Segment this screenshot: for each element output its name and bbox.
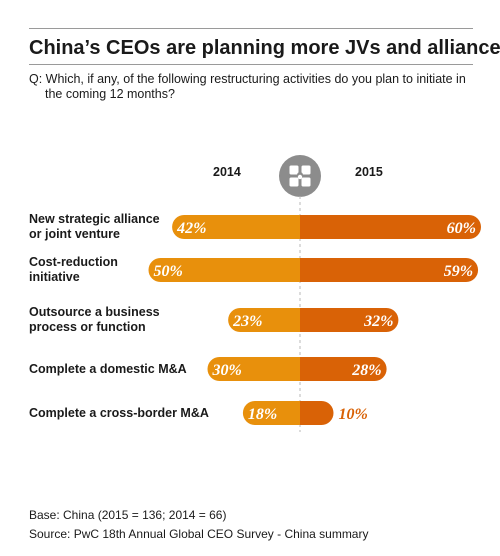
value-label-2015: 60%: [447, 220, 476, 237]
puzzle-handshake-icon: [279, 155, 321, 197]
bar-2015: [300, 357, 387, 381]
category-label-line: or joint venture: [29, 227, 120, 241]
value-label-2014: 18%: [248, 406, 277, 423]
legend-2015: 2015: [355, 165, 383, 179]
bar-2014: [242, 401, 300, 425]
category-label: Complete a cross-border M&A: [29, 406, 209, 421]
category-label-line: Outsource a business: [29, 305, 160, 319]
footer-base: Base: China (2015 = 136; 2014 = 66): [29, 508, 227, 522]
category-label: Outsource a business process or function: [29, 305, 160, 335]
logo-knob-inner: [297, 174, 303, 180]
category-label-line: initiative: [29, 270, 80, 284]
legend-2014: 2014: [213, 165, 241, 179]
bar-2014: [172, 215, 300, 239]
logo-piece: [288, 176, 300, 188]
category-label: New strategic alliance or joint venture: [29, 212, 160, 242]
category-label-line: Complete a cross-border M&A: [29, 405, 209, 420]
category-label-line: Cost-reduction: [29, 255, 118, 269]
bar-2015: [300, 258, 479, 282]
value-label-2014: 30%: [212, 362, 242, 379]
value-label-2014: 23%: [232, 313, 262, 330]
value-label-2015: 59%: [444, 263, 473, 280]
value-label-2014: 42%: [176, 220, 206, 237]
survey-question: Q: Which, if any, of the following restr…: [29, 72, 466, 101]
value-label-2015: 28%: [351, 362, 381, 379]
bar-2015: [300, 401, 334, 425]
category-label-line: process or function: [29, 320, 146, 334]
bar-group: 42% 60% 50% 59% 23% 32% 30% 28% 18% 10%: [148, 215, 481, 425]
title-rule: [29, 64, 473, 65]
category-label: Complete a domestic M&A: [29, 362, 187, 377]
bar-2014: [228, 308, 300, 332]
value-label-2014: 50%: [154, 263, 183, 280]
logo-piece: [288, 164, 300, 176]
category-label-line: New strategic alliance: [29, 212, 160, 226]
bar-2014: [148, 258, 300, 282]
footer-source: Source: PwC 18th Annual Global CEO Surve…: [29, 527, 369, 541]
bar-2015: [300, 308, 399, 332]
value-label-2015: 10%: [339, 406, 368, 423]
value-label-2015: 32%: [363, 313, 393, 330]
chart-title: China’s CEOs are planning more JVs and a…: [29, 37, 500, 59]
category-label: Cost-reduction initiative: [29, 255, 118, 285]
logo-piece: [300, 164, 312, 176]
category-label-line: Complete a domestic M&A: [29, 361, 187, 376]
top-rule: [29, 28, 473, 29]
bar-2014: [207, 357, 300, 381]
bar-2015: [300, 215, 481, 239]
logo-piece: [300, 176, 312, 188]
